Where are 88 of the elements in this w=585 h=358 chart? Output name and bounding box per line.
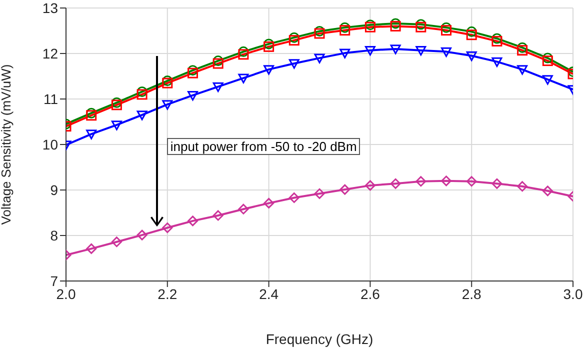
- x-tick-label: 2.2: [158, 286, 178, 302]
- point: [314, 28, 325, 39]
- point: [364, 180, 376, 191]
- point: [86, 130, 97, 140]
- x-tick-label: 2.4: [259, 286, 279, 302]
- point: [517, 45, 528, 56]
- point: [212, 82, 224, 92]
- point: [111, 100, 122, 110]
- point: [441, 25, 452, 36]
- point: [212, 58, 224, 69]
- point: [492, 57, 502, 67]
- annotation: input power from -50 to -20 dBm: [167, 138, 360, 155]
- point: [188, 65, 198, 76]
- point: [238, 204, 249, 214]
- point: [314, 188, 325, 199]
- point: [390, 44, 401, 54]
- point: [466, 51, 477, 62]
- y-tick-label: 9: [50, 182, 58, 198]
- y-tick-label: 8: [50, 227, 58, 244]
- point: [466, 30, 477, 40]
- point: [492, 36, 502, 46]
- point: [86, 108, 97, 118]
- point: [466, 26, 477, 37]
- y-axis-title: Voltage Sensitivity (mV/uW): [0, 64, 14, 225]
- point: [416, 19, 426, 30]
- y-tick-label: 11: [43, 90, 58, 107]
- point: [188, 91, 198, 101]
- x-tick-label: 3.0: [563, 286, 583, 302]
- point: [542, 75, 553, 85]
- point: [136, 89, 148, 100]
- x-tick-label: 2.0: [56, 286, 76, 302]
- point: [136, 110, 148, 120]
- point: [188, 68, 198, 78]
- x-tick-label: 2.8: [462, 286, 482, 302]
- point: [542, 56, 553, 66]
- point: [542, 52, 553, 64]
- point: [390, 18, 401, 29]
- point: [136, 86, 148, 97]
- point: [162, 100, 173, 110]
- point: [288, 32, 300, 43]
- point: [466, 176, 477, 187]
- point: [542, 186, 553, 196]
- y-tick-label: 12: [42, 45, 58, 62]
- point: [212, 56, 224, 66]
- point: [264, 38, 274, 50]
- point: [188, 216, 198, 226]
- point: [264, 41, 274, 52]
- point: [416, 176, 426, 187]
- point: [111, 120, 122, 130]
- point: [492, 33, 502, 44]
- point: [314, 54, 325, 64]
- point: [136, 230, 148, 240]
- point: [288, 35, 300, 46]
- point: [264, 198, 274, 208]
- point: [517, 181, 528, 192]
- point: [390, 178, 401, 189]
- point: [86, 110, 97, 121]
- point: [492, 178, 502, 189]
- point: [212, 210, 224, 221]
- point: [314, 26, 325, 36]
- point: [441, 22, 452, 33]
- point: [288, 192, 300, 203]
- point: [364, 46, 376, 56]
- point: [517, 65, 528, 75]
- point: [390, 20, 401, 32]
- y-tick-label: 10: [42, 136, 58, 152]
- point: [340, 184, 350, 195]
- point: [517, 42, 528, 53]
- point: [111, 236, 122, 248]
- point: [340, 22, 350, 33]
- point: [86, 243, 97, 254]
- point: [416, 22, 426, 32]
- point: [340, 48, 350, 58]
- point: [238, 49, 249, 60]
- y-tick-label: 7: [50, 272, 58, 289]
- point: [441, 47, 452, 57]
- point: [238, 74, 249, 84]
- point: [416, 46, 426, 56]
- point: [288, 59, 300, 69]
- x-tick-label: 2.6: [360, 286, 380, 302]
- point: [162, 222, 173, 234]
- y-tick-label: 13: [42, 0, 58, 16]
- point: [238, 46, 249, 57]
- point: [340, 25, 350, 36]
- point: [264, 65, 274, 75]
- x-axis-title: Frequency (GHz): [266, 331, 374, 347]
- point: [441, 176, 452, 186]
- point: [111, 97, 122, 108]
